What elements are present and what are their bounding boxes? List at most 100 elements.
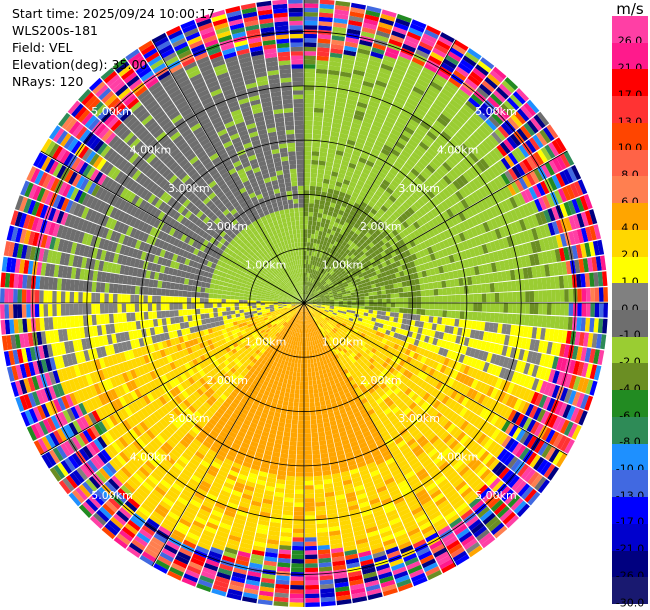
velocity-gate — [416, 290, 422, 297]
velocity-gate — [386, 136, 397, 145]
velocity-gate — [434, 99, 447, 110]
velocity-gate — [313, 116, 323, 122]
velocity-gate — [285, 418, 292, 424]
velocity-gate — [312, 290, 317, 294]
velocity-gate — [371, 271, 377, 277]
velocity-gate — [530, 241, 538, 254]
velocity-gate — [377, 186, 386, 194]
velocity-gate — [546, 193, 555, 207]
velocity-gate — [344, 207, 351, 214]
velocity-gate — [327, 262, 332, 268]
velocity-gate — [349, 210, 356, 217]
velocity-gate — [373, 255, 379, 262]
velocity-gate — [408, 297, 413, 303]
velocity-gate — [388, 206, 396, 214]
velocity-gate — [355, 184, 363, 191]
velocity-gate — [304, 346, 307, 351]
velocity-gate — [404, 210, 412, 218]
velocity-gate — [350, 289, 355, 293]
velocity-gate — [377, 246, 384, 253]
velocity-gate — [462, 157, 473, 169]
velocity-gate — [315, 73, 328, 79]
velocity-gate — [494, 228, 502, 240]
velocity-gate — [432, 260, 439, 268]
velocity-gate — [378, 152, 389, 160]
velocity-gate — [536, 182, 546, 196]
velocity-gate — [318, 277, 322, 282]
velocity-gate — [361, 186, 369, 194]
velocity-gate — [462, 209, 470, 220]
velocity-gate — [556, 155, 567, 170]
velocity-gate — [357, 48, 371, 56]
velocity-gate — [393, 283, 399, 289]
velocity-gate — [307, 372, 312, 377]
velocity-gate — [577, 303, 582, 317]
velocity-gate — [283, 501, 294, 507]
velocity-gate — [471, 256, 478, 267]
velocity-gate — [445, 318, 451, 326]
velocity-gate — [392, 125, 404, 134]
velocity-gate — [363, 183, 371, 190]
velocity-gate — [304, 207, 309, 212]
velocity-gate — [341, 241, 348, 247]
velocity-gate — [395, 59, 409, 69]
velocity-gate — [427, 211, 435, 220]
velocity-gate — [316, 296, 321, 299]
velocity-gate — [419, 216, 428, 225]
velocity-gate — [380, 251, 387, 258]
velocity-gate — [417, 198, 426, 207]
velocity-gate — [314, 90, 326, 96]
velocity-gate — [443, 84, 457, 96]
velocity-gate — [403, 308, 409, 314]
velocity-gate — [363, 257, 370, 263]
velocity-gate — [341, 279, 347, 284]
velocity-gate — [341, 270, 346, 275]
velocity-gate — [382, 163, 391, 172]
velocity-gate — [364, 140, 374, 148]
velocity-gate — [304, 211, 309, 217]
velocity-gate — [482, 221, 491, 233]
velocity-gate — [321, 191, 327, 197]
velocity-gate — [385, 311, 391, 317]
velocity-gate — [304, 389, 309, 395]
velocity-gate — [490, 165, 501, 177]
velocity-gate — [304, 90, 315, 95]
velocity-gate — [535, 212, 544, 226]
velocity-gate — [528, 186, 538, 200]
velocity-gate — [322, 182, 329, 189]
velocity-gate — [363, 312, 369, 317]
velocity-gate — [306, 296, 310, 300]
velocity-gate — [304, 107, 314, 113]
velocity-gate — [423, 180, 433, 190]
velocity-gate — [365, 232, 372, 239]
velocity-gate — [346, 262, 352, 268]
velocity-gate — [304, 81, 315, 87]
velocity-gate — [355, 253, 362, 259]
velocity-gate — [347, 251, 353, 257]
velocity-gate — [434, 242, 442, 252]
velocity-gate — [476, 160, 487, 173]
velocity-gate — [336, 271, 341, 276]
velocity-gate — [518, 219, 527, 231]
velocity-gate — [402, 190, 411, 199]
velocity-gate — [304, 441, 312, 447]
velocity-gate — [516, 303, 522, 314]
velocity-gate — [379, 182, 388, 191]
velocity-gate — [385, 46, 400, 56]
velocity-gate — [398, 51, 413, 61]
velocity-gate — [363, 208, 370, 215]
velocity-gate — [394, 288, 399, 294]
velocity-gate — [435, 193, 445, 203]
velocity-gate — [358, 273, 364, 278]
velocity-gate — [478, 143, 489, 155]
velocity-gate — [331, 272, 337, 277]
velocity-gate — [355, 198, 363, 205]
velocity-gate — [512, 291, 517, 303]
velocity-gate — [437, 310, 443, 317]
velocity-gate — [314, 94, 325, 100]
velocity-gate — [459, 311, 465, 320]
velocity-gate — [327, 289, 332, 293]
velocity-gate — [358, 232, 365, 239]
velocity-gate — [297, 437, 304, 442]
velocity-gate — [311, 151, 320, 157]
